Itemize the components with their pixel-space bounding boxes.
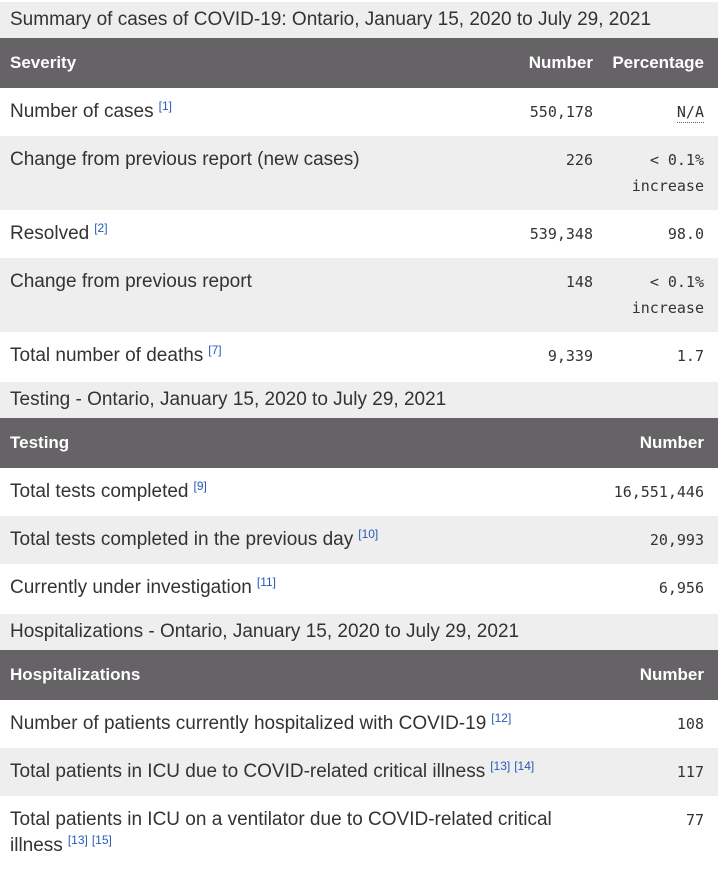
table-row: Total tests completed [9] 16,551,446 (0, 468, 718, 516)
row-number-cell: 16,551,446 (597, 468, 718, 516)
table-row: Total tests completed in the previous da… (0, 516, 718, 564)
row-number-cell: 9,339 (482, 332, 597, 380)
row-label-cell: Change from previous report (new cases) (0, 136, 482, 210)
row-label: Total patients in ICU due to COVID-relat… (10, 761, 486, 782)
row-label: Change from previous report (new cases) (10, 149, 360, 170)
row-number-cell: 108 (597, 700, 718, 748)
table-header-row: Severity Number Percentage (0, 38, 718, 88)
table-row: Total patients in ICU on a ventilator du… (0, 796, 718, 870)
column-header-percentage: Percentage (597, 38, 718, 88)
row-number-cell: 6,956 (597, 564, 718, 612)
footnote-ref-link[interactable]: [10] (358, 526, 379, 541)
footnote-ref-link[interactable]: [13] (67, 832, 88, 847)
footnote-ref-link[interactable]: [11] (256, 574, 276, 589)
row-number-cell: 226 (482, 136, 597, 210)
hospitalizations-table-caption: Hospitalizations - Ontario, January 15, … (0, 614, 718, 650)
footnote-ref-link[interactable]: [9] (193, 478, 207, 493)
table-row: Change from previous report (new cases) 2… (0, 136, 718, 210)
column-header-severity: Severity (0, 38, 482, 88)
row-label: Resolved (10, 223, 90, 244)
row-label: Currently under investigation (10, 577, 252, 598)
footnote-ref: [11] (257, 575, 276, 589)
footnote-ref: [12] (491, 711, 511, 725)
footnote-ref: [14] (514, 759, 534, 773)
row-label-cell: Total tests completed [9] (0, 468, 597, 516)
footnote-ref-link[interactable]: [14] (514, 758, 535, 773)
testing-section: Testing - Ontario, January 15, 2020 to J… (0, 382, 718, 612)
footnote-ref: [1] (159, 99, 172, 113)
row-label-cell: Total patients in ICU on a ventilator du… (0, 796, 597, 870)
footnote-ref: [9] (193, 479, 206, 493)
footnote-ref: [2] (94, 221, 107, 235)
table-row: Number of patients currently hospitalize… (0, 700, 718, 748)
hospitalizations-table: Hospitalizations Number Number of patien… (0, 650, 718, 870)
not-applicable-abbr: N/A (676, 103, 704, 123)
testing-table-caption: Testing - Ontario, January 15, 2020 to J… (0, 382, 718, 418)
row-label-cell: Resolved [2] (0, 210, 482, 258)
footnote-ref: [15] (92, 833, 112, 847)
row-number-cell: 77 (597, 796, 718, 870)
column-header-number: Number (597, 650, 718, 700)
row-label: Number of cases (10, 101, 154, 122)
row-label-cell: Number of cases [1] (0, 88, 482, 136)
footnote-ref-link[interactable]: [2] (94, 220, 108, 235)
row-label: Change from previous report (10, 271, 252, 292)
cases-table-caption: Summary of cases of COVID-19: Ontario, J… (0, 2, 718, 38)
row-label-cell: Total tests completed in the previous da… (0, 516, 597, 564)
footnote-ref-link[interactable]: [7] (208, 342, 222, 357)
row-number-cell: 550,178 (482, 88, 597, 136)
row-label: Total tests completed in the previous da… (10, 529, 354, 550)
cases-summary-table: Severity Number Percentage Number of cas… (0, 38, 718, 380)
row-percentage-cell: N/A (597, 88, 718, 136)
footnote-ref-link[interactable]: [1] (158, 98, 172, 113)
table-row: Change from previous report 148 < 0.1% inc… (0, 258, 718, 332)
row-number-cell: 20,993 (597, 516, 718, 564)
row-label-cell: Total patients in ICU due to COVID-relat… (0, 748, 597, 796)
hospitalizations-section: Hospitalizations - Ontario, January 15, … (0, 614, 718, 870)
row-label-cell: Number of patients currently hospitalize… (0, 700, 597, 748)
table-row: Resolved [2] 539,348 98.0 (0, 210, 718, 258)
row-label: Total tests completed (10, 481, 189, 502)
footnote-ref: [10] (358, 527, 378, 541)
row-percentage-cell: < 0.1% increase (597, 258, 718, 332)
footnote-ref: [7] (208, 343, 221, 357)
cases-summary-section: Summary of cases of COVID-19: Ontario, J… (0, 2, 718, 380)
row-label: Number of patients currently hospitalize… (10, 713, 487, 734)
row-percentage-cell: 98.0 (597, 210, 718, 258)
row-percentage-cell: < 0.1% increase (597, 136, 718, 210)
column-header-number: Number (482, 38, 597, 88)
row-number-cell: 117 (597, 748, 718, 796)
footnote-ref-link[interactable]: [12] (491, 710, 512, 725)
row-label: Total number of deaths (10, 345, 204, 366)
table-row: Currently under investigation [11] 6,956 (0, 564, 718, 612)
footnote-ref: [13] (68, 833, 88, 847)
row-label-cell: Change from previous report (0, 258, 482, 332)
table-row: Total number of deaths [7] 9,339 1.7 (0, 332, 718, 380)
footnote-ref-link[interactable]: [15] (91, 832, 112, 847)
row-number-cell: 539,348 (482, 210, 597, 258)
footnote-ref-link[interactable]: [13] (490, 758, 511, 773)
table-header-row: Testing Number (0, 418, 718, 468)
row-label-cell: Total number of deaths [7] (0, 332, 482, 380)
row-label-cell: Currently under investigation [11] (0, 564, 597, 612)
row-number-cell: 148 (482, 258, 597, 332)
column-header-number: Number (597, 418, 718, 468)
column-header-hospitalizations: Hospitalizations (0, 650, 597, 700)
testing-table: Testing Number Total tests completed [9] 1… (0, 418, 718, 612)
table-row: Number of cases [1] 550,178 N/A (0, 88, 718, 136)
row-percentage-cell: 1.7 (597, 332, 718, 380)
footnote-ref: [13] (490, 759, 510, 773)
table-header-row: Hospitalizations Number (0, 650, 718, 700)
table-row: Total patients in ICU due to COVID-relat… (0, 748, 718, 796)
column-header-testing: Testing (0, 418, 597, 468)
